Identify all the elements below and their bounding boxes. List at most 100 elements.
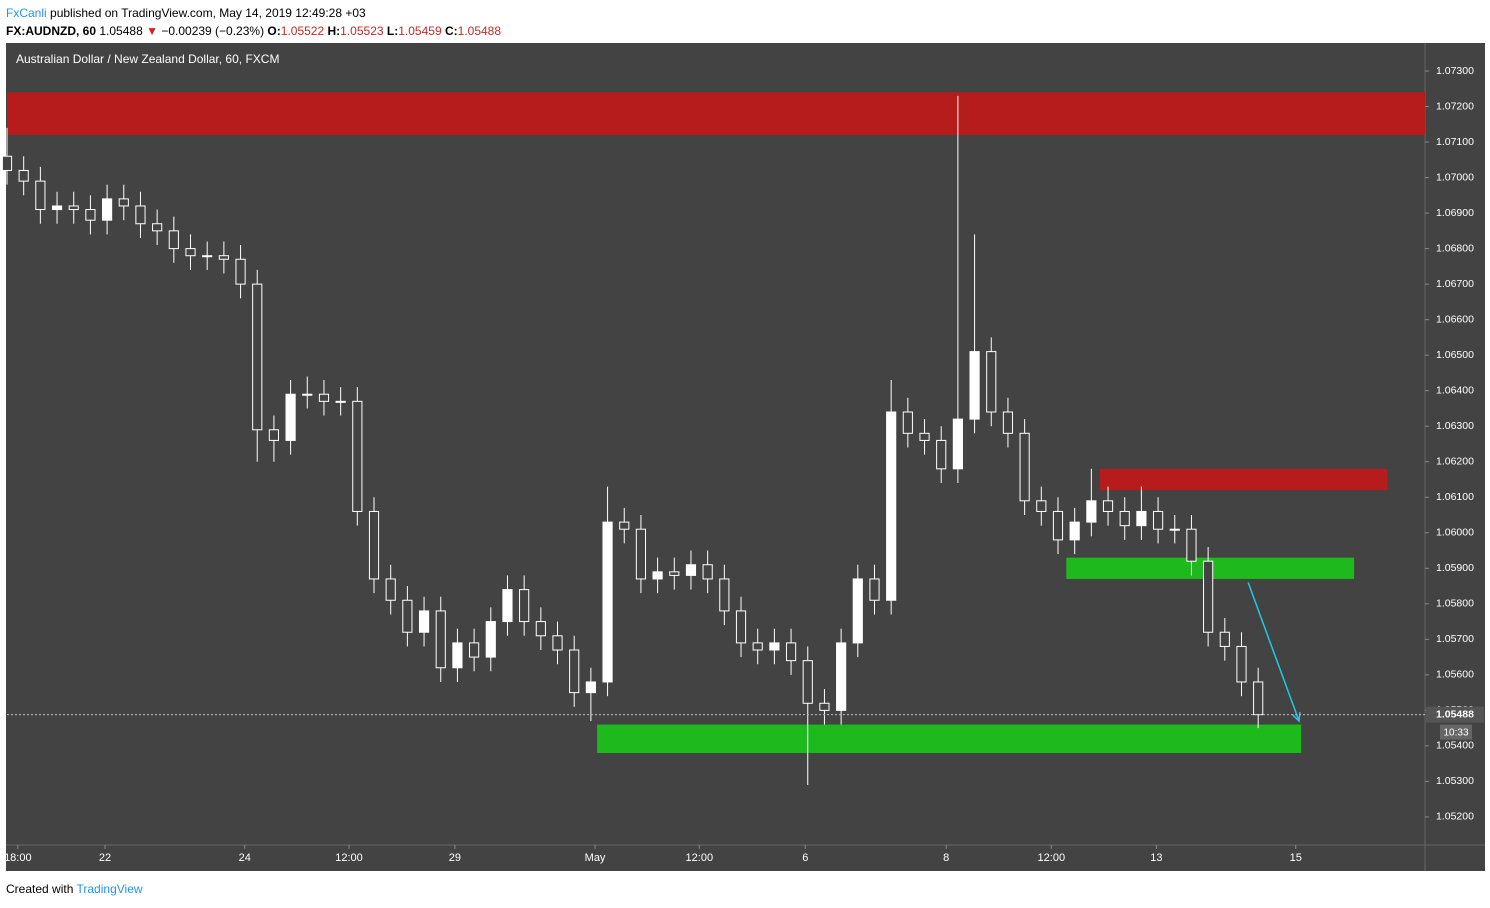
- candle-body: [1102, 500, 1114, 512]
- author[interactable]: FxCanli: [6, 6, 47, 20]
- candle-body: [735, 610, 747, 644]
- footer: Created with TradingView: [6, 882, 143, 896]
- countdown-box: [1440, 724, 1472, 740]
- zone: [7, 92, 1425, 135]
- symbol-line: FX:AUDNZD, 60 1.05488 ▼ −0.00239 (−0.23%…: [6, 22, 501, 40]
- candle-body: [202, 255, 213, 258]
- countdown: 10:33: [1443, 727, 1468, 738]
- candle-body: [1, 155, 13, 171]
- candle-body: [235, 258, 246, 285]
- candle-body: [185, 248, 196, 257]
- x-tick-label: 24: [239, 852, 251, 864]
- y-tick-label: 1.06200: [1436, 456, 1474, 468]
- l-label: L:: [386, 24, 399, 38]
- candle-body: [785, 642, 797, 662]
- candle-body: [719, 578, 730, 612]
- x-tick-label: 12:00: [686, 852, 714, 864]
- y-tick-label: 1.05400: [1436, 740, 1474, 752]
- candle-body: [85, 209, 96, 221]
- candle-body: [569, 649, 580, 694]
- y-tick-label: 1.06100: [1436, 491, 1474, 503]
- brand[interactable]: TradingView: [76, 882, 143, 896]
- header: FxCanli published on TradingView.com, Ma…: [6, 4, 501, 40]
- candle-body: [168, 230, 179, 250]
- y-tick-label: 1.06600: [1436, 313, 1474, 325]
- candle-body: [619, 521, 630, 530]
- candle-body: [102, 198, 113, 221]
- x-tick-label: 8: [943, 852, 949, 864]
- candle-body: [435, 610, 446, 669]
- candle-body: [1086, 500, 1097, 523]
- candle-body: [1119, 510, 1130, 527]
- candle-body: [685, 564, 697, 576]
- change: −0.00239 (−0.23%): [161, 24, 265, 38]
- y-tick-label: 1.06300: [1436, 420, 1474, 432]
- candle-body: [602, 521, 613, 683]
- candle-body: [1069, 521, 1080, 541]
- candle-body: [819, 702, 830, 711]
- y-tick-label: 1.07300: [1436, 65, 1474, 77]
- y-tick-label: 1.05700: [1436, 633, 1474, 645]
- candle-body: [368, 510, 380, 580]
- last-price-label: 1.05488: [1436, 708, 1474, 720]
- y-tick-label: 1.05600: [1436, 669, 1474, 681]
- last-price-box: [1426, 706, 1484, 723]
- candle-body: [852, 578, 863, 644]
- candle-body: [318, 393, 330, 402]
- x-tick-label: May: [585, 852, 606, 864]
- x-tick-label: 12:00: [1038, 852, 1066, 864]
- y-tick-label: 1.06000: [1436, 527, 1474, 539]
- zone: [1099, 468, 1388, 491]
- candle-body: [652, 571, 663, 580]
- h-label: H:: [327, 24, 341, 38]
- candle-body: [1253, 681, 1264, 716]
- symbol: FX:AUDNZD, 60: [6, 24, 97, 38]
- x-tick-label: 18:00: [4, 852, 32, 864]
- low: 1.05459: [398, 24, 442, 38]
- arrow: [1247, 582, 1300, 722]
- candle-body: [1186, 528, 1197, 562]
- candle-body: [886, 411, 897, 601]
- candle-body: [335, 400, 346, 403]
- published: published on TradingView.com, May 14, 20…: [50, 6, 366, 20]
- candle-body: [902, 411, 913, 434]
- candle-body: [519, 589, 530, 623]
- candle-body: [452, 642, 463, 669]
- candle-body: [535, 621, 546, 637]
- candle-body: [152, 223, 163, 232]
- y-tick-label: 1.07000: [1436, 171, 1474, 183]
- x-tick-label: 13: [1150, 852, 1162, 864]
- candle-body: [18, 169, 29, 182]
- last: 1.05488: [99, 24, 143, 38]
- x-tick-label: 12:00: [335, 852, 363, 864]
- y-tick-label: 1.07100: [1436, 136, 1474, 148]
- chart-title: Australian Dollar / New Zealand Dollar, …: [16, 52, 279, 66]
- candle-body: [669, 571, 680, 576]
- close: 1.05488: [457, 24, 502, 38]
- y-tick-label: 1.06900: [1436, 207, 1474, 219]
- candle-body: [252, 283, 263, 431]
- candle-body: [68, 205, 79, 211]
- open: 1.05522: [280, 24, 325, 38]
- candle-body: [1036, 500, 1047, 512]
- candle-body: [1152, 510, 1164, 530]
- candle-body: [302, 393, 313, 396]
- c-label: C:: [444, 24, 458, 38]
- candle-body: [268, 429, 280, 441]
- candle-body: [635, 528, 647, 580]
- candle-body: [1019, 432, 1030, 502]
- candle-body: [385, 578, 396, 601]
- candle-body: [1203, 560, 1214, 633]
- candle-body: [836, 642, 847, 711]
- created: Created with: [6, 882, 74, 896]
- candle-body: [769, 642, 780, 651]
- y-tick-label: 1.05900: [1436, 562, 1474, 574]
- candle-body: [1136, 510, 1147, 527]
- y-tick-label: 1.06700: [1436, 278, 1474, 290]
- candle-body: [418, 610, 430, 633]
- publish-line: FxCanli published on TradingView.com, Ma…: [6, 4, 501, 22]
- candle-body: [585, 681, 596, 694]
- high: 1.05523: [340, 24, 384, 38]
